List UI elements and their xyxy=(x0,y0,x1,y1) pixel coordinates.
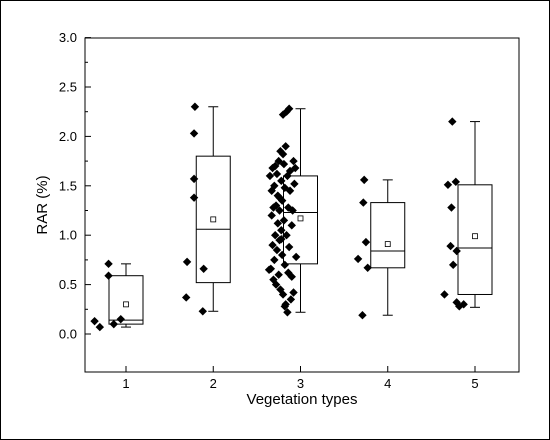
y-tick-label: 0.0 xyxy=(59,327,77,342)
data-point xyxy=(182,293,191,302)
y-tick-label: 1.5 xyxy=(59,178,77,193)
data-point xyxy=(104,259,113,269)
data-point xyxy=(290,179,299,189)
data-point xyxy=(448,260,458,270)
data-point xyxy=(280,302,289,311)
data-point xyxy=(276,147,285,156)
data-point xyxy=(116,314,125,324)
data-point xyxy=(361,237,371,247)
data-point xyxy=(199,264,208,273)
data-point xyxy=(270,231,280,240)
data-point xyxy=(289,156,298,166)
x-tick-label: 1 xyxy=(122,376,129,391)
data-point xyxy=(447,203,456,212)
data-point xyxy=(286,295,296,304)
box-iqr xyxy=(370,202,406,269)
data-point xyxy=(189,129,199,138)
data-point xyxy=(275,193,284,202)
mean-marker xyxy=(297,215,304,222)
data-point xyxy=(266,264,276,273)
data-point xyxy=(291,163,300,173)
y-tick-label: 1.0 xyxy=(59,228,77,243)
mean-marker xyxy=(123,301,129,308)
data-point xyxy=(281,142,290,151)
data-point xyxy=(280,260,289,270)
data-point xyxy=(278,149,288,159)
box-iqr xyxy=(108,275,144,325)
data-point xyxy=(287,221,296,230)
data-point xyxy=(270,255,279,265)
x-tick-label: 3 xyxy=(297,376,304,391)
data-point xyxy=(443,180,453,190)
data-point xyxy=(267,211,276,220)
data-point xyxy=(278,110,288,119)
x-tick-label: 2 xyxy=(210,376,217,391)
data-point xyxy=(265,171,275,181)
data-point xyxy=(278,290,288,299)
mean-marker xyxy=(472,233,478,240)
data-point xyxy=(279,159,289,169)
data-point xyxy=(359,175,369,185)
data-point xyxy=(282,231,291,240)
box-iqr xyxy=(457,184,493,295)
y-tick-label: 0.5 xyxy=(59,277,77,292)
box-iqr xyxy=(195,155,231,284)
data-point xyxy=(273,219,283,228)
y-tick-label: 2.0 xyxy=(59,129,77,144)
data-point xyxy=(272,245,282,255)
data-point xyxy=(452,246,461,256)
data-point xyxy=(440,290,449,299)
data-point xyxy=(279,216,289,225)
data-point xyxy=(95,322,105,332)
mean-marker xyxy=(210,216,217,223)
data-point xyxy=(284,104,294,113)
data-point xyxy=(274,270,283,279)
data-point xyxy=(277,226,286,235)
data-point xyxy=(272,169,282,179)
data-point xyxy=(287,272,296,281)
data-point xyxy=(459,300,468,309)
y-tick-label: 2.5 xyxy=(59,80,77,95)
data-point xyxy=(288,206,297,215)
data-point xyxy=(189,174,199,184)
plot-area xyxy=(84,37,520,373)
data-point xyxy=(359,198,368,207)
data-point xyxy=(358,311,367,320)
data-point xyxy=(353,254,363,264)
data-point xyxy=(268,240,277,250)
mean-marker xyxy=(384,241,391,247)
data-point xyxy=(446,241,455,251)
data-point xyxy=(277,250,287,260)
x-axis-title: Vegetation types xyxy=(247,391,358,408)
data-point xyxy=(271,201,281,210)
data-point xyxy=(182,257,192,267)
data-point xyxy=(277,234,286,244)
data-point xyxy=(285,186,295,195)
data-point xyxy=(448,117,457,126)
data-point xyxy=(451,177,461,187)
data-point xyxy=(289,288,298,297)
x-tick-label: 4 xyxy=(384,376,391,391)
data-point xyxy=(275,206,284,215)
data-point xyxy=(189,193,199,202)
data-point xyxy=(270,161,280,171)
data-point xyxy=(284,242,294,252)
data-point xyxy=(109,319,118,329)
data-point xyxy=(271,280,281,289)
data-point xyxy=(283,308,292,317)
x-tick-label: 5 xyxy=(471,376,478,391)
data-point xyxy=(270,181,279,190)
data-point xyxy=(90,316,99,326)
data-point xyxy=(198,307,207,316)
data-point xyxy=(363,263,372,273)
data-point xyxy=(277,176,286,186)
data-point xyxy=(104,271,113,280)
data-point xyxy=(190,102,200,111)
y-axis-title: RAR (%) xyxy=(34,175,51,234)
data-point xyxy=(291,252,301,262)
y-tick-label: 3.0 xyxy=(59,30,77,45)
